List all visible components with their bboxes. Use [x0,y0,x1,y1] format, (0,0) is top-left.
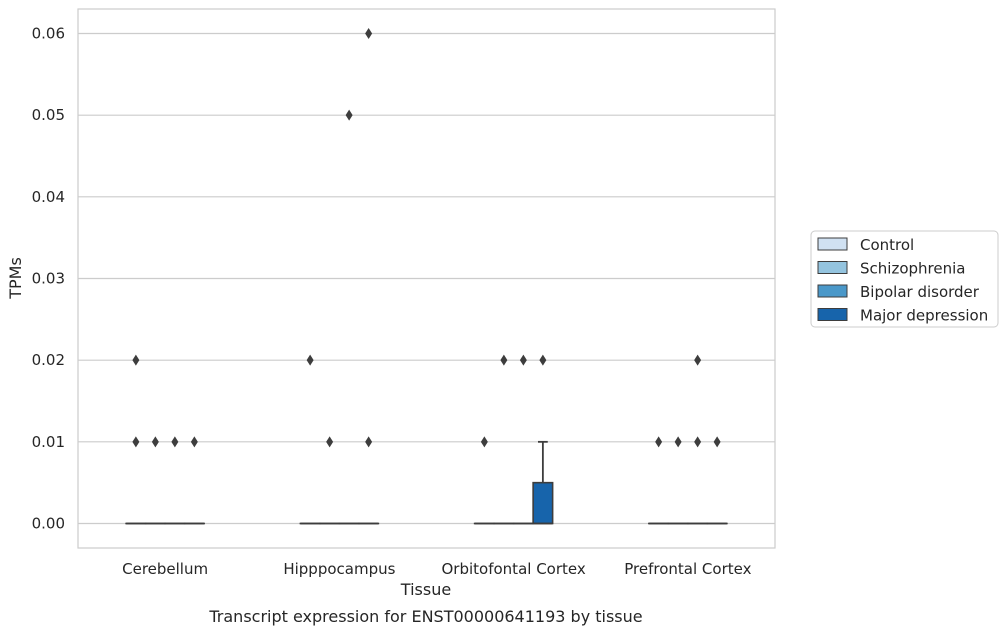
y-tick-label: 0.00 [32,515,65,533]
outlier-point [365,28,372,39]
y-tick-label: 0.03 [32,270,65,288]
outlier-point [714,436,721,447]
x-tick-label: Orbitofontal Cortex [442,560,586,578]
x-tick-label: Prefrontal Cortex [624,560,751,578]
outlier-point [694,355,701,366]
x-tick-label: Hipppocampus [283,560,395,578]
outlier-point [152,436,159,447]
box-major-depression-hipppocampus [359,28,379,524]
outlier-point [655,436,662,447]
legend-label: Bipolar disorder [860,283,980,301]
outlier-point [675,436,682,447]
legend-swatch [818,262,847,274]
box-control-prefrontal-cortex [649,436,669,523]
box-control-cerebellum [126,355,146,524]
y-tick-label: 0.01 [32,433,65,451]
outlier-point [132,436,139,447]
y-axis-title: TPMs [6,257,25,300]
outlier-point [307,355,314,366]
legend-swatch [818,309,847,321]
box-schizophrenia-prefrontal-cortex [668,436,688,523]
y-tick-label: 0.04 [32,188,65,206]
box-control-orbitofontal-cortex [475,436,495,523]
outlier-point [520,355,527,366]
box-major-depression-prefrontal-cortex [707,436,727,523]
y-tick-label: 0.06 [32,25,65,43]
box-body [533,483,553,524]
outlier-point [346,110,353,121]
outlier-point [191,436,198,447]
y-axis-ticks: 0.00 0.01 0.02 0.03 0.04 0.05 0.06 [32,25,65,533]
box-bipolar-disorder-orbitofontal-cortex [514,355,534,524]
box-major-depression-cerebellum [185,436,205,523]
outlier-point [481,436,488,447]
outlier-point [171,436,178,447]
box-control-hipppocampus [300,355,320,524]
outlier-point [132,355,139,366]
legend-label: Major depression [860,307,988,325]
y-tick-label: 0.05 [32,106,65,124]
gridlines [78,34,775,524]
box-bipolar-disorder-cerebellum [165,436,185,523]
box-schizophrenia-hipppocampus [320,436,340,523]
legend-swatch [818,238,847,250]
outlier-point [694,436,701,447]
y-tick-label: 0.02 [32,351,65,369]
legend-label: Schizophrenia [860,260,965,278]
outlier-point [539,355,546,366]
x-tick-label: Cerebellum [122,560,208,578]
box-series [126,28,727,524]
outlier-point [365,436,372,447]
box-schizophrenia-orbitofontal-cortex [494,355,514,524]
x-axis-ticks: Cerebellum Hipppocampus Orbitofontal Corte… [122,560,751,578]
outlier-point [326,436,333,447]
outlier-point [500,355,507,366]
box-bipolar-disorder-prefrontal-cortex [688,355,708,524]
x-axis-title: Tissue [400,580,451,599]
legend-label: Control [860,236,914,254]
box-bipolar-disorder-hipppocampus [339,110,359,524]
box-major-depression-orbitofontal-cortex [533,355,553,524]
legend-swatch [818,285,847,297]
legend: Control Schizophrenia Bipolar disorder Majo… [811,231,998,327]
chart-caption: Transcript expression for ENST0000064119… [208,607,642,626]
box-schizophrenia-cerebellum [146,436,166,523]
